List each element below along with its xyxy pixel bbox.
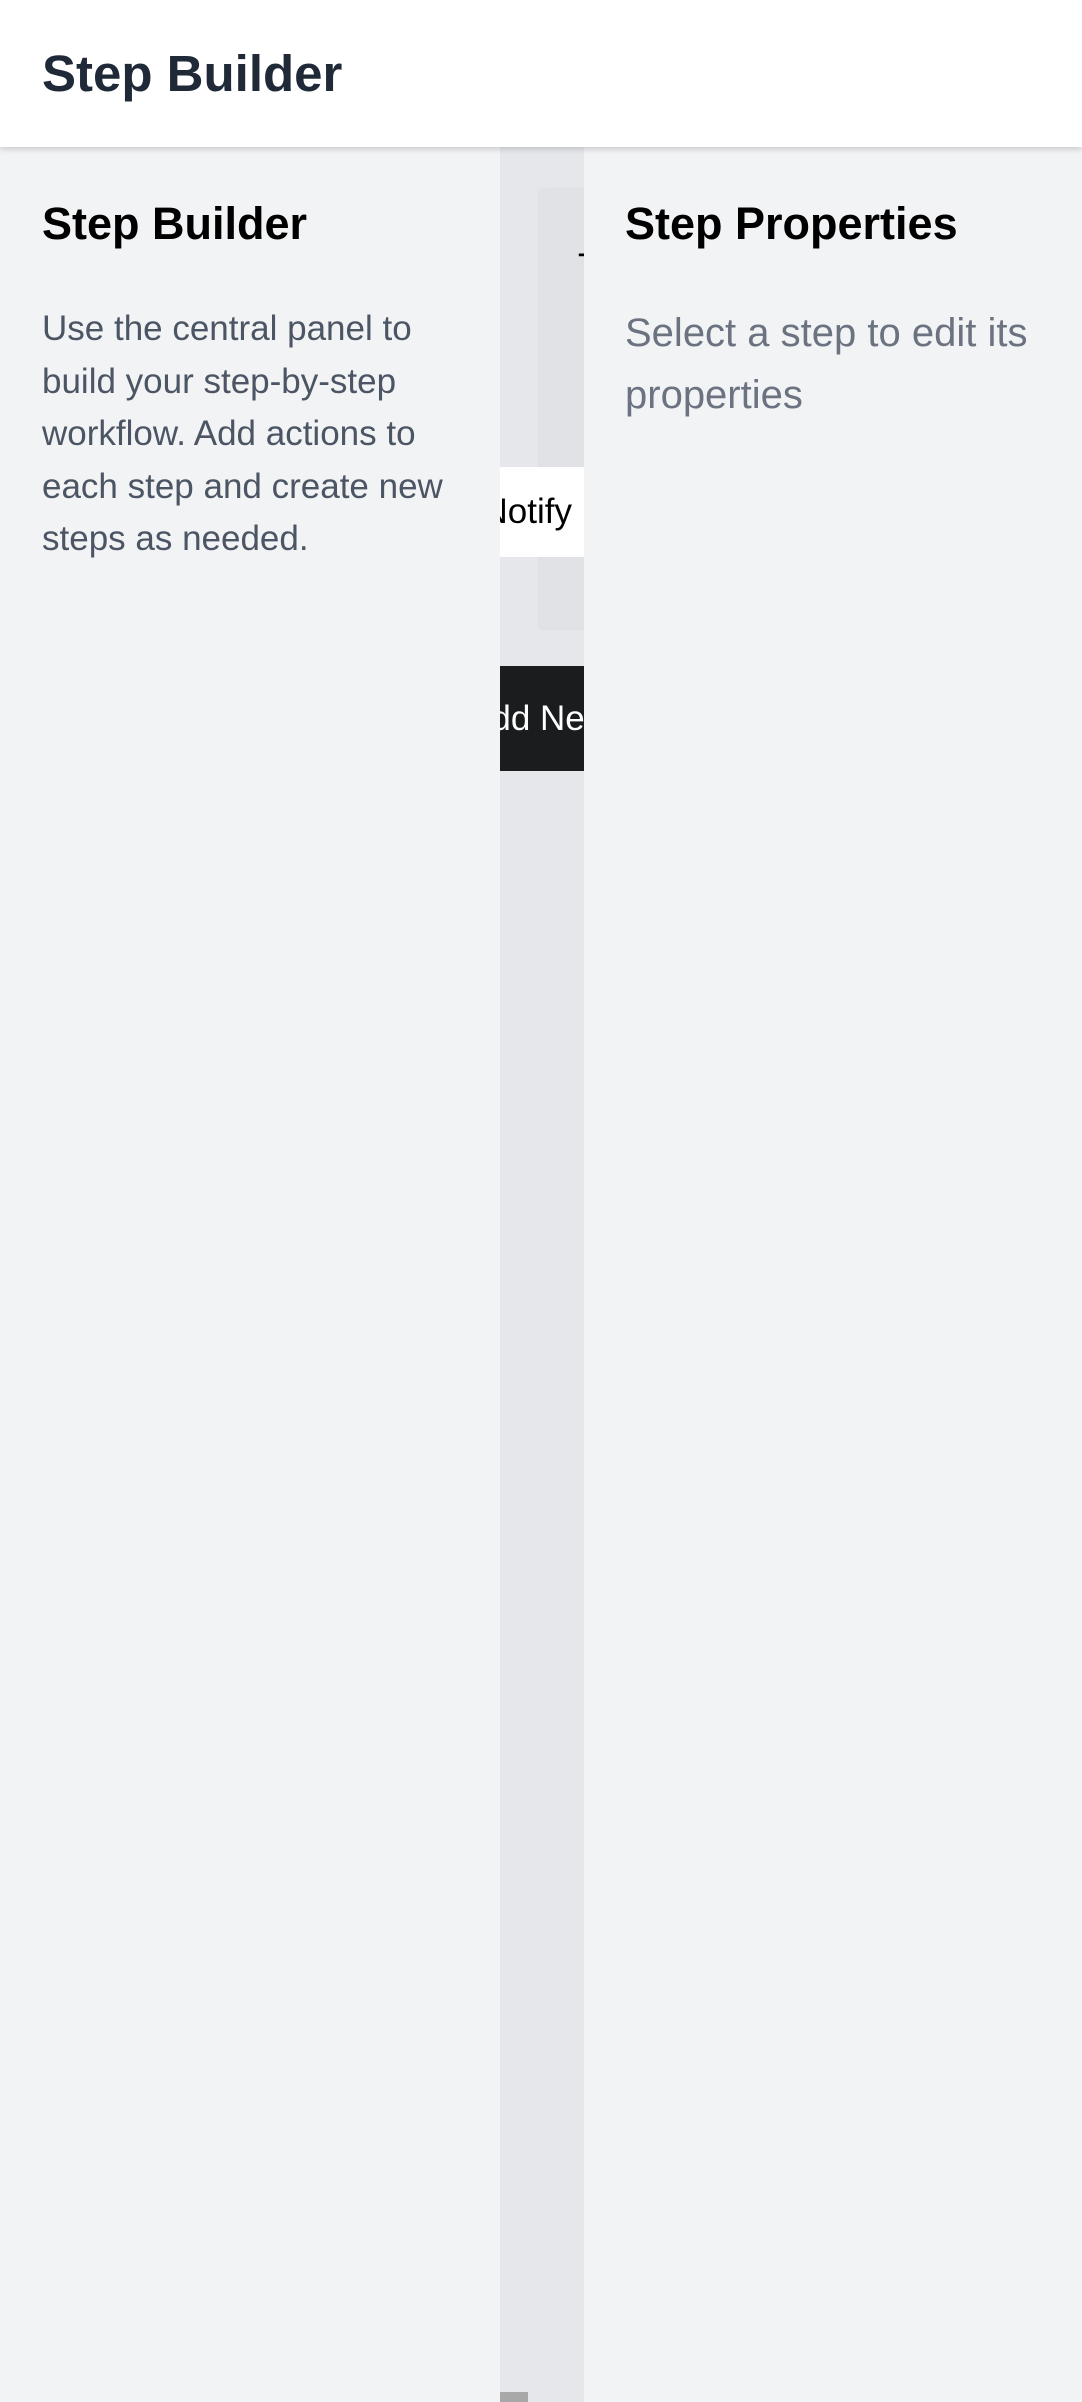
left-info-panel: Step Builder Use the central panel to bu… bbox=[0, 147, 500, 2402]
step-properties-hint: Select a step to edit its properties bbox=[625, 311, 1028, 417]
left-panel-heading: Step Builder bbox=[42, 198, 308, 249]
step-card-title: T bbox=[578, 247, 584, 287]
step-properties-heading: Step Properties bbox=[625, 198, 958, 249]
top-app-bar: Step Builder bbox=[0, 0, 1082, 147]
add-next-step-button[interactable]: Add Next bbox=[500, 666, 584, 771]
action-chip-notify[interactable]: Notify bbox=[500, 467, 584, 557]
add-next-step-label: Add Next bbox=[500, 698, 584, 738]
left-panel-description: Use the central panel to build your step… bbox=[42, 309, 443, 558]
app-title: Step Builder bbox=[42, 45, 343, 102]
step-properties-panel: Step Properties Select a step to edit it… bbox=[584, 147, 1082, 2402]
horizontal-scrollbar-thumb[interactable] bbox=[500, 2392, 528, 2402]
center-workflow-panel[interactable]: T Notify Add Next bbox=[500, 147, 584, 2402]
